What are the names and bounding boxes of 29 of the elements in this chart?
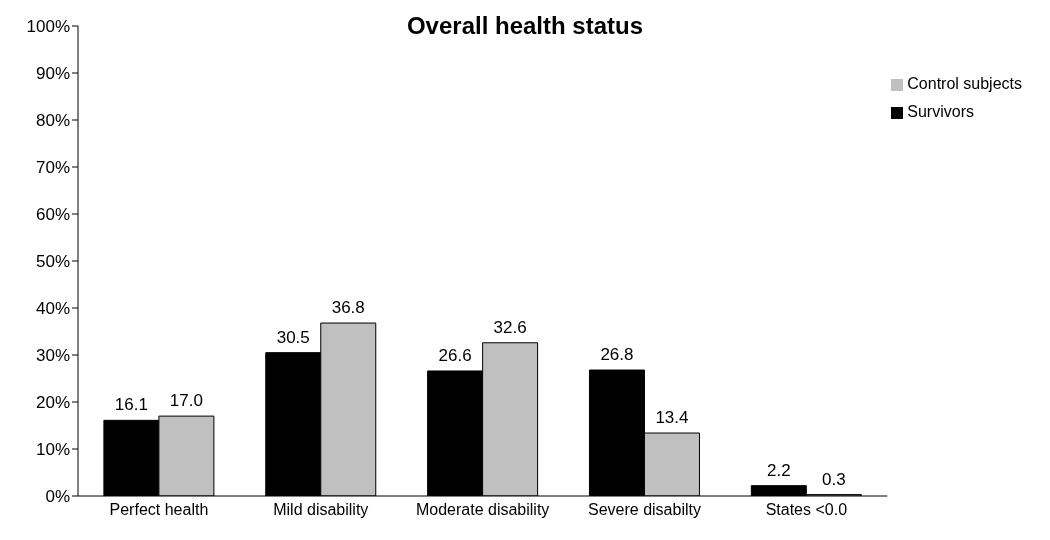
y-tick-label: 80% [35, 111, 70, 131]
y-tick-label: 30% [35, 346, 70, 366]
x-tick-label: Severe disabilty [588, 501, 701, 519]
x-tick-label: Perfect health [109, 501, 209, 519]
x-tick-label: Moderate disability [415, 501, 550, 519]
data-label: 36.8 [331, 298, 365, 318]
data-label: 0.3 [822, 469, 846, 489]
y-tick-label: 100% [26, 17, 70, 37]
y-tick-label: 50% [35, 252, 70, 272]
chart-title: Overall health status [406, 12, 644, 39]
data-label: 32.6 [493, 317, 527, 337]
data-label: 17.0 [169, 391, 203, 411]
y-tick-label: 70% [35, 158, 70, 178]
legend-label: Survivors [907, 103, 974, 120]
x-tick-label: Mild disability [273, 501, 369, 519]
data-label: 2.2 [767, 460, 791, 480]
y-tick-label: 20% [35, 393, 70, 413]
y-tick-label: 90% [35, 64, 70, 84]
y-tick-label: 60% [35, 205, 70, 225]
x-tick-label: States <0.0 [765, 501, 848, 519]
legend-label: Control subjects [907, 75, 1022, 92]
y-tick-label: 40% [35, 299, 70, 319]
data-label: 26.6 [438, 345, 472, 365]
data-label: 13.4 [655, 408, 689, 428]
data-label: 16.1 [114, 395, 148, 415]
data-label: 26.8 [600, 345, 634, 365]
y-tick-label: 10% [35, 440, 70, 460]
data-label: 30.5 [276, 327, 310, 347]
y-tick-label: 0% [45, 487, 70, 507]
